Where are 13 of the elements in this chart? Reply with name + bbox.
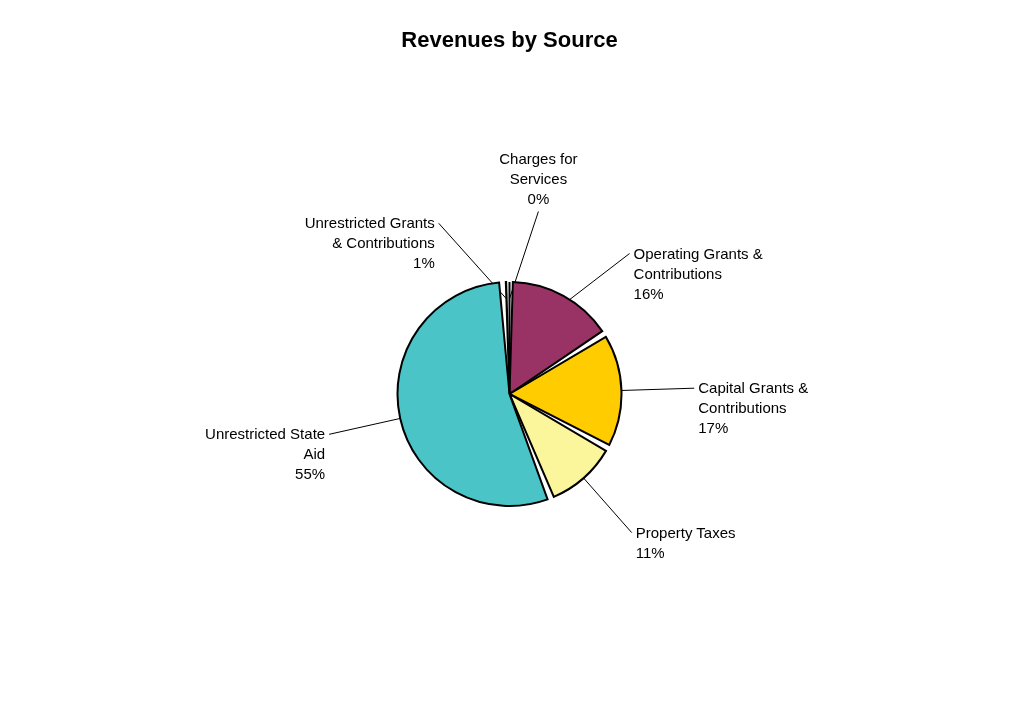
data-label: 11% xyxy=(635,543,665,561)
slice-label: Unrestricted State Aid xyxy=(205,425,326,463)
slice-label: Operating Grants & Contributions xyxy=(633,244,763,282)
chart-title: Revenues by Source xyxy=(401,27,618,52)
slice-label: Property Taxes xyxy=(635,523,736,541)
category-label: Charges for Services xyxy=(499,150,578,188)
data-label: 55% xyxy=(295,465,326,483)
slice-label: Unrestricted Grants & Contributions xyxy=(304,214,435,252)
data-label: 16% xyxy=(633,284,664,302)
text: 0% xyxy=(527,190,550,208)
data-label: 1% xyxy=(413,254,435,272)
data-label: 17% xyxy=(698,419,729,437)
slice-label: Capital Grants & Contributions xyxy=(698,379,809,417)
